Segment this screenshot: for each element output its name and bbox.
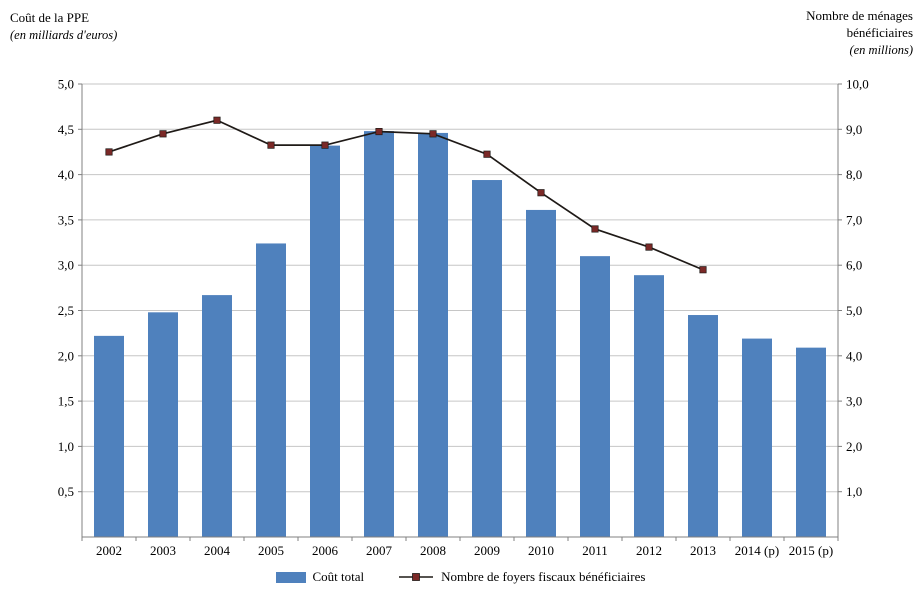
line-marker — [267, 141, 275, 149]
legend: Coût total Nombre de foyers fiscaux béné… — [0, 567, 921, 587]
y-axis-label-right: 3,0 — [846, 394, 862, 409]
line-marker — [645, 243, 653, 251]
line-marker — [375, 128, 383, 136]
left-axis-title-text: Coût de la PPE — [10, 10, 90, 25]
y-axis-label-right: 8,0 — [846, 167, 862, 182]
y-axis-label-right: 6,0 — [846, 258, 862, 273]
line-marker — [159, 130, 167, 138]
bar — [526, 209, 556, 537]
x-axis-label: 2004 — [204, 543, 231, 558]
bar — [94, 335, 124, 537]
x-axis-label: 2007 — [366, 543, 393, 558]
y-axis-label-right: 10,0 — [846, 77, 869, 92]
bar — [472, 180, 502, 537]
y-axis-label-right: 4,0 — [846, 348, 862, 363]
line-marker — [213, 116, 221, 124]
line-marker — [537, 189, 545, 197]
bar — [364, 131, 394, 537]
bar — [688, 315, 718, 537]
y-axis-label-left: 5,0 — [58, 77, 74, 92]
bar — [742, 338, 772, 537]
legend-item-bar: Coût total — [275, 569, 365, 585]
line-marker — [105, 148, 113, 156]
x-axis-label: 2014 (p) — [735, 543, 779, 558]
x-axis-label: 2012 — [636, 543, 662, 558]
x-axis-label: 2006 — [312, 543, 339, 558]
y-axis-label-left: 2,5 — [58, 303, 74, 318]
legend-bar-label: Coût total — [312, 569, 365, 584]
bar — [310, 145, 340, 537]
x-axis-label: 2015 (p) — [789, 543, 833, 558]
y-axis-label-left: 1,0 — [58, 439, 74, 454]
bar — [580, 256, 610, 537]
y-axis-label-left: 1,5 — [58, 394, 74, 409]
legend-bar-swatch — [275, 571, 306, 583]
y-axis-label-left: 4,0 — [58, 167, 74, 182]
line-marker — [321, 141, 329, 149]
x-axis-label: 2005 — [258, 543, 284, 558]
y-axis-label-right: 1,0 — [846, 484, 862, 499]
legend-item-line: Nombre de foyers fiscaux bénéficiaires — [398, 569, 645, 585]
right-axis-title-line1: Nombre de ménages — [806, 8, 913, 23]
bar — [634, 275, 664, 537]
x-axis-label: 2013 — [690, 543, 716, 558]
y-axis-label-right: 7,0 — [846, 212, 862, 227]
line-series — [108, 119, 704, 271]
y-axis-label-left: 4,5 — [58, 122, 74, 137]
x-axis-label: 2008 — [420, 543, 446, 558]
right-axis-subtitle: (en millions) — [849, 42, 913, 57]
right-axis-title-line2: bénéficiaires — [846, 24, 913, 40]
x-axis-label: 2003 — [150, 543, 176, 558]
bar — [418, 132, 448, 537]
line-marker — [429, 130, 437, 138]
y-axis-label-left: 2,0 — [58, 348, 74, 363]
y-axis-label-right: 5,0 — [846, 303, 862, 318]
y-axis-label-left: 3,5 — [58, 212, 74, 227]
x-axis-label: 2011 — [582, 543, 608, 558]
bar — [202, 295, 232, 537]
line-marker — [699, 266, 707, 274]
x-axis-label: 2009 — [474, 543, 500, 558]
y-axis-label-left: 3,0 — [58, 258, 74, 273]
y-axis-label-left: 0,5 — [58, 484, 74, 499]
bar — [796, 347, 826, 537]
y-axis-label-right: 9,0 — [846, 122, 862, 137]
x-axis-label: 2010 — [528, 543, 554, 558]
line-marker — [483, 150, 491, 158]
legend-line-swatch-icon — [399, 573, 434, 581]
left-axis-title: Coût de la PPE (en milliards d'euros) — [10, 10, 117, 43]
x-axis-label: 2002 — [96, 543, 122, 558]
bar — [148, 312, 178, 537]
legend-line-label: Nombre de foyers fiscaux bénéficiaires — [441, 569, 646, 584]
bar — [256, 243, 286, 537]
left-axis-subtitle: (en milliards d'euros) — [10, 27, 118, 42]
line-marker — [591, 225, 599, 233]
right-axis-title: Nombre de ménages bénéficiaires (en mill… — [806, 8, 913, 58]
y-axis-label-right: 2,0 — [846, 439, 862, 454]
